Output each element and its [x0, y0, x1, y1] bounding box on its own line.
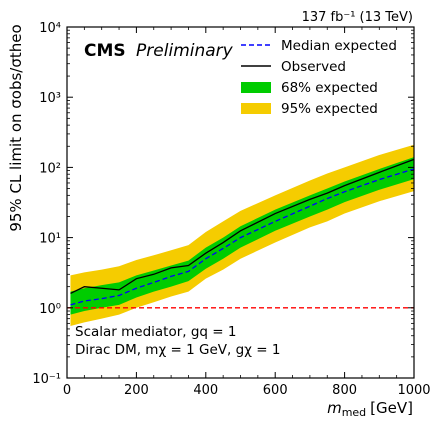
legend-swatch-3: [241, 82, 271, 93]
legend-label-3: 68% expected: [281, 80, 378, 96]
annotation-line-1: Scalar mediator, gq = 1: [75, 324, 237, 340]
legend-label-2: Observed: [281, 59, 346, 75]
legend: Median expected Observed 68% expected 95% e…: [241, 38, 397, 117]
x-axis-label: mmed [GeV]: [327, 399, 413, 419]
cms-label: CMS Preliminary: [84, 41, 234, 61]
cms-preliminary-label: Preliminary: [136, 41, 234, 61]
y-tick-label: 10³: [39, 91, 61, 106]
x-tick-label: 0: [63, 383, 71, 398]
x-axis-label-sub: med: [342, 406, 366, 419]
x-axis-label-main: m: [327, 399, 342, 417]
legend-swatch-4: [241, 103, 271, 114]
x-axis-label-unit: [GeV]: [370, 399, 413, 417]
median-expected-line: [70, 168, 415, 306]
observed-line: [70, 158, 415, 295]
y-axis-label: 95% CL limit on σobs/σtheo: [7, 24, 25, 231]
luminosity-label: 137 fb⁻¹ (13 TeV): [302, 10, 413, 25]
y-tick-label: 10⁴: [39, 21, 61, 36]
legend-label-4: 95% expected: [281, 101, 378, 117]
y-tick-label: 10²: [39, 161, 61, 176]
x-tick-label: 1000: [397, 383, 430, 398]
x-tick-label: 800: [332, 383, 357, 398]
band-68: [70, 157, 414, 315]
axes: 0 200 400 600 800 1000 10⁻¹ 10⁰ 10¹ 10² 10³ 10⁴: [32, 21, 430, 398]
x-tick-label: 600: [263, 383, 288, 398]
annotation-line-2: Dirac DM, mχ = 1 GeV, gχ = 1: [75, 342, 280, 358]
legend-label-1: Median expected: [281, 38, 397, 54]
x-tick-label: 200: [124, 383, 149, 398]
y-tick-label: 10¹: [39, 232, 61, 247]
expected-bands: [70, 144, 414, 327]
x-tick-label: 400: [193, 383, 218, 398]
y-tick-label: 10⁻¹: [32, 372, 61, 387]
y-tick-label: 10⁰: [39, 302, 61, 317]
cms-bold-label: CMS: [84, 41, 126, 61]
limit-lines: [67, 158, 415, 309]
